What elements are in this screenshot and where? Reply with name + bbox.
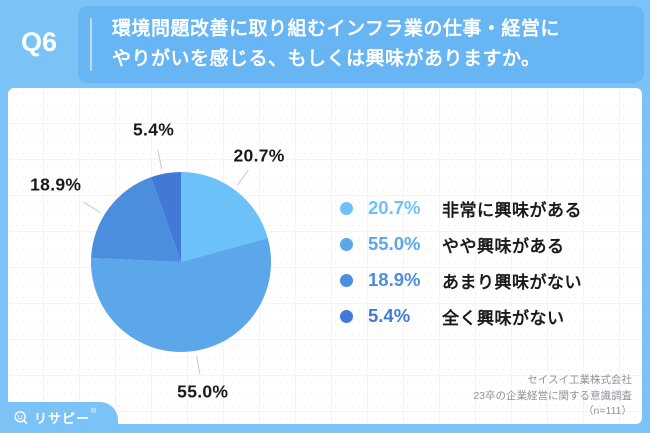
legend-item-4: 5.4% 全く興味がない <box>340 303 582 329</box>
leader-line-3 <box>83 201 101 213</box>
legend-dot-icon <box>340 201 353 215</box>
legend-percent: 5.4% <box>368 305 411 326</box>
pie-value-label-3: 18.9% <box>30 174 82 195</box>
source-survey: 23卒の企業経営に関する意識調査 <box>473 389 632 402</box>
chart-card: 20.7% 55.0% 18.9% 5.4% 20.7% 非常に興味がある 55.0% やや… <box>8 88 642 424</box>
question-number: Q6 <box>20 26 58 57</box>
legend-item-1: 20.7% 非常に興味がある <box>340 195 582 221</box>
pie-value-label-1: 20.7% <box>233 145 285 166</box>
legend-label: 全く興味がない <box>442 308 565 328</box>
source-sample-size: （n=111） <box>583 405 632 418</box>
legend-label: 非常に興味がある <box>442 200 582 220</box>
registered-trademark-mark: ® <box>91 408 97 415</box>
legend-dot-icon <box>340 237 353 251</box>
leader-line-2 <box>196 355 201 375</box>
legend-label: やや興味がある <box>442 236 565 256</box>
source-note: セイスイ工業株式会社 23卒の企業経営に関する意識調査 （n=111） <box>473 373 632 420</box>
brand-logo-text: リサピー <box>34 411 91 426</box>
pie-slice-1 <box>181 172 268 262</box>
legend-dot-icon <box>340 273 353 287</box>
legend-percent: 20.7% <box>368 197 421 218</box>
legend-item-2: 55.0% やや興味がある <box>340 231 582 257</box>
legend-label: あまり興味がない <box>442 272 582 292</box>
question-box: 環境問題改善に取り組むインフラ業の仕事・経営に やりがいを感じる、もしくは興味が… <box>78 6 644 83</box>
brand-logo-tab: リサピー ® <box>0 402 118 433</box>
legend: 20.7% 非常に興味がある 55.0% やや興味がある 18.9% あまり興味がない 5.… <box>340 195 582 339</box>
pie-slice-2 <box>91 237 272 352</box>
pie-value-label-2: 55.0% <box>177 381 229 402</box>
leader-line-4 <box>157 150 163 170</box>
legend-item-3: 18.9% あまり興味がない <box>340 267 582 293</box>
source-company: セイスイ工業株式会社 <box>527 373 632 386</box>
pie-value-label-4: 5.4% <box>133 119 175 140</box>
question-divider <box>90 18 92 71</box>
header: Q6 環境問題改善に取り組むインフラ業の仕事・経営に やりがいを感じる、もしくは… <box>0 0 650 88</box>
leader-line-1 <box>236 169 249 186</box>
magnifier-face-icon <box>13 410 29 426</box>
legend-percent: 18.9% <box>368 269 421 290</box>
pie-slice-3 <box>91 177 181 262</box>
legend-percent: 55.0% <box>368 233 421 254</box>
pie-chart <box>83 150 272 375</box>
legend-dot-icon <box>340 309 353 323</box>
question-text: 環境問題改善に取り組むインフラ業の仕事・経営に やりがいを感じる、もしくは興味が… <box>112 18 560 70</box>
pie-slice-4 <box>151 172 181 262</box>
